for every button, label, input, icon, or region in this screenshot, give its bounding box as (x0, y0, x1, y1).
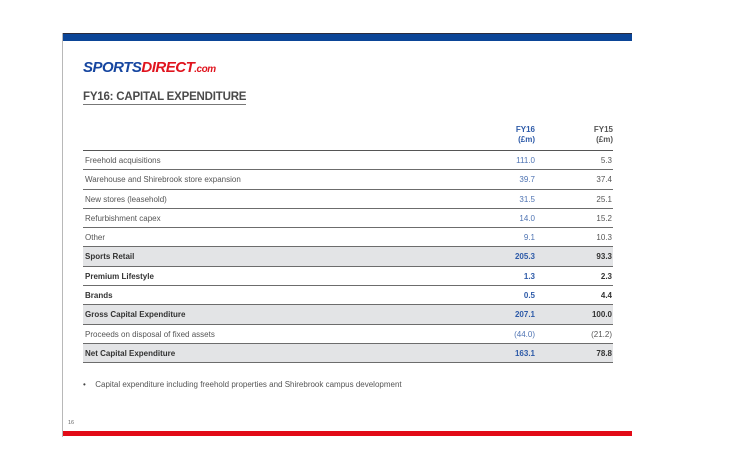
fy15-value: 15.2 (596, 213, 612, 223)
fy15-value: 93.3 (596, 252, 612, 262)
row-label: Refurbishment capex (85, 213, 161, 223)
row-label: New stores (leasehold) (85, 194, 167, 204)
fy15-value: 4.4 (600, 291, 612, 301)
fy15-label: FY15 (593, 125, 613, 134)
logo-dotcom: .com (194, 64, 216, 75)
fy16-value: 14.0 (519, 213, 535, 223)
row-label: Sports Retail (85, 252, 135, 262)
capex-table: FY16 (£m) FY15 (£m) Freehold acquisition… (83, 123, 613, 364)
row-label: Other (85, 233, 106, 243)
fy16-value: (44.0) (514, 329, 535, 339)
row-label: Gross Capital Expenditure (85, 310, 186, 320)
row-label: Proceeds on disposal of fixed assets (85, 329, 215, 339)
table-row: Brands 0.5 4.4 (83, 285, 613, 304)
fy16-value: 9.1 (523, 233, 535, 243)
top-brand-bar (63, 33, 632, 41)
fy15-unit: (£m) (596, 135, 613, 144)
bullet-icon: • (83, 380, 86, 389)
column-header-fy16: FY16 (£m) (516, 125, 535, 145)
page-title: FY16: CAPITAL EXPENDITURE (83, 91, 247, 105)
table-row: Premium Lifestyle 1.3 2.3 (83, 265, 613, 285)
sportsdirect-logo: SPORTSDIRECT.com (83, 59, 216, 77)
logo-sports: SPORTS (83, 59, 142, 76)
row-label: Brands (85, 291, 113, 301)
row-label: Net Capital Expenditure (85, 348, 176, 358)
row-label: Freehold acquisitions (85, 156, 161, 165)
table-row: Warehouse and Shirebrook store expansion… (83, 169, 613, 188)
slide: SPORTSDIRECT.com FY16: CAPITAL EXPENDITU… (62, 33, 632, 437)
fy16-value: 163.1 (514, 348, 535, 358)
fy15-value: 37.4 (596, 175, 612, 185)
fy16-value: 31.5 (519, 194, 535, 204)
fy16-value: 0.5 (523, 291, 535, 301)
fy15-value: (21.2) (591, 329, 612, 339)
table-row: Refurbishment capex 14.0 15.2 (83, 207, 613, 227)
page-number: 16 (68, 420, 75, 426)
table-row: Freehold acquisitions 111.0 5.3 (83, 150, 613, 169)
fy15-value: 5.3 (600, 156, 612, 165)
logo-direct: DIRECT (141, 59, 195, 76)
fy16-value: 1.3 (523, 271, 535, 281)
table-header: FY16 (£m) FY15 (£m) (83, 123, 613, 150)
fy16-label: FY16 (515, 125, 535, 134)
row-label: Warehouse and Shirebrook store expansion (85, 175, 241, 185)
table-row-total: Gross Capital Expenditure 207.1 100.0 (83, 304, 613, 324)
table-row-net-total: Net Capital Expenditure 163.1 78.8 (83, 342, 613, 363)
fy15-value: 25.1 (596, 194, 612, 204)
fy16-value: 111.0 (516, 156, 535, 165)
fy16-unit: (£m) (518, 135, 535, 144)
bottom-brand-bar (63, 431, 632, 436)
table-row: Other 9.1 10.3 (83, 227, 613, 246)
note-text: Capital expenditure including freehold p… (95, 380, 402, 389)
fy15-value: 78.8 (596, 348, 612, 358)
column-header-fy15: FY15 (£m) (594, 125, 613, 145)
fy15-value: 10.3 (596, 233, 612, 243)
table-row-subtotal: Sports Retail 205.3 93.3 (83, 246, 613, 266)
row-label: Premium Lifestyle (85, 271, 154, 281)
fy15-value: 2.3 (600, 271, 612, 281)
fy16-value: 207.1 (514, 310, 535, 320)
fy15-value: 100.0 (591, 310, 612, 320)
fy16-value: 39.7 (519, 175, 535, 185)
table-row: Proceeds on disposal of fixed assets (44… (83, 323, 613, 343)
fy16-value: 205.3 (514, 252, 535, 262)
note-bullet: • Capital expenditure including freehold… (83, 380, 402, 389)
table-bottom-rule (83, 362, 613, 364)
table-row: New stores (leasehold) 31.5 25.1 (83, 188, 613, 208)
